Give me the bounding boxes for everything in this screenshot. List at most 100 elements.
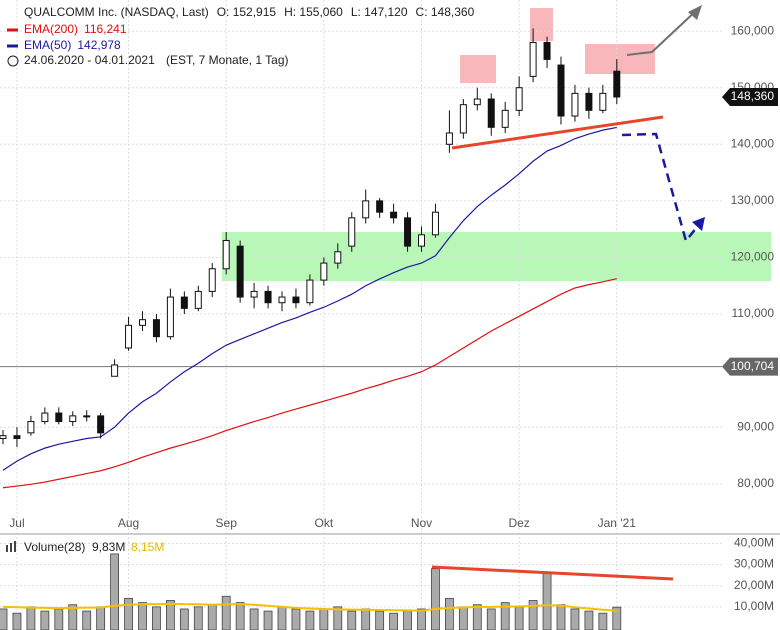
- volume-bar: [361, 608, 371, 630]
- candle-body: [111, 364, 119, 377]
- y-tick-label: 140,000: [731, 136, 775, 150]
- arrow-head: [692, 217, 705, 231]
- volume-bar: [375, 610, 385, 630]
- candle-body: [501, 109, 509, 128]
- title: QUALCOMM Inc. (NASDAQ, Last): [24, 5, 209, 19]
- legend-ema50: EMA(50): [24, 38, 71, 52]
- volume-bar: [207, 604, 217, 630]
- legend-swatch: [7, 44, 18, 48]
- legend-value: 116,241: [84, 22, 127, 36]
- volume-bar: [277, 606, 287, 630]
- volume-bar: [26, 606, 36, 630]
- volume-bar: [263, 610, 273, 630]
- volume-bar: [235, 602, 245, 630]
- x-tick-label: Okt: [315, 516, 334, 530]
- volume-bar: [584, 610, 594, 630]
- x-tick-label: Jul: [9, 516, 24, 530]
- y-tick-label: 110,000: [732, 306, 775, 320]
- projection-arrow: [621, 132, 701, 244]
- trend-line: [431, 565, 674, 581]
- volume-bar: [500, 602, 510, 630]
- arrow: [626, 8, 699, 56]
- candle-body: [264, 290, 272, 304]
- trend-line: [451, 115, 664, 150]
- volume-icon: [10, 543, 12, 552]
- ohlc-label: C: 148,360: [416, 5, 475, 19]
- candle-body: [376, 200, 384, 213]
- arrow-head: [688, 5, 702, 20]
- candle-body: [585, 92, 593, 111]
- volume-bar: [556, 604, 566, 630]
- y-tick-label: 90,000: [737, 419, 774, 433]
- date-range: 24.06.2020 - 04.01.2021: [24, 53, 155, 67]
- volume-bar: [347, 610, 357, 630]
- candle-body: [487, 98, 495, 128]
- candle-body: [152, 319, 160, 338]
- volume-ma-value: 8,15M: [131, 540, 164, 554]
- highlight-box: [530, 8, 553, 41]
- legend-swatch: [7, 28, 18, 32]
- volume-ma-line: [2, 602, 617, 612]
- volume-bar: [305, 610, 315, 630]
- volume-bar: [542, 572, 552, 630]
- x-tick-label: Nov: [411, 516, 432, 530]
- candle-body: [404, 217, 412, 247]
- candle-body: [166, 296, 174, 338]
- ema-line: [2, 278, 617, 489]
- candle-body: [125, 324, 133, 349]
- volume-bar: [152, 606, 161, 630]
- clock-icon: [7, 55, 19, 67]
- candle-body: [55, 412, 63, 423]
- volume-value: 9,83M: [92, 540, 125, 554]
- last-price-label: 148,360: [731, 89, 775, 103]
- volume-bar: [82, 610, 92, 630]
- volume-bar: [110, 553, 119, 630]
- candle-body: [292, 296, 300, 304]
- x-tick-label: Sep: [216, 516, 238, 530]
- candle-body: [557, 64, 565, 117]
- candle-body: [194, 290, 202, 309]
- x-tick-label: Dez: [508, 516, 529, 530]
- y-tick-label: 160,000: [731, 23, 775, 37]
- highlight-box: [585, 44, 655, 74]
- volume-bar: [444, 597, 454, 630]
- ohlc-label: H: 155,060: [284, 5, 343, 19]
- candle-body: [306, 279, 314, 304]
- volume-bar: [333, 606, 343, 630]
- legend-value: 142,978: [77, 38, 121, 52]
- volume-bar: [179, 608, 189, 630]
- candle-body: [362, 200, 370, 219]
- candle-body: [236, 245, 244, 298]
- volume-bar: [486, 608, 496, 630]
- volume-bar: [403, 610, 412, 630]
- volume-bar: [417, 608, 426, 630]
- volume-bar: [319, 608, 329, 630]
- hline-label: 100,704: [731, 359, 775, 373]
- price-tag: [722, 357, 778, 376]
- candle-body: [69, 415, 77, 423]
- candle-body: [208, 268, 216, 292]
- volume-bar: [40, 610, 50, 630]
- volume-bar: [96, 606, 106, 630]
- candle-body: [431, 211, 439, 236]
- candle-body: [139, 319, 146, 326]
- candle-body: [97, 415, 105, 434]
- candle-body: [445, 132, 453, 145]
- volume-legend: Volume(28): [24, 540, 85, 554]
- highlight-box: [460, 55, 496, 83]
- candle-body: [83, 415, 91, 418]
- volume-bar: [431, 568, 440, 630]
- volume-tick-label: 30,00M: [734, 557, 774, 571]
- candle-body: [529, 41, 537, 77]
- volume-bar: [458, 606, 468, 630]
- candle-body: [320, 262, 328, 281]
- y-tick-label: 130,000: [731, 193, 775, 207]
- candle-body: [13, 435, 21, 440]
- support-zone: [222, 232, 771, 281]
- volume-bar: [514, 606, 524, 630]
- period-note: (EST, 7 Monate, 1 Tag): [166, 53, 289, 67]
- candle-body: [543, 41, 551, 60]
- candle-body: [250, 290, 258, 298]
- volume-bar: [221, 595, 231, 630]
- candle-body: [571, 92, 579, 117]
